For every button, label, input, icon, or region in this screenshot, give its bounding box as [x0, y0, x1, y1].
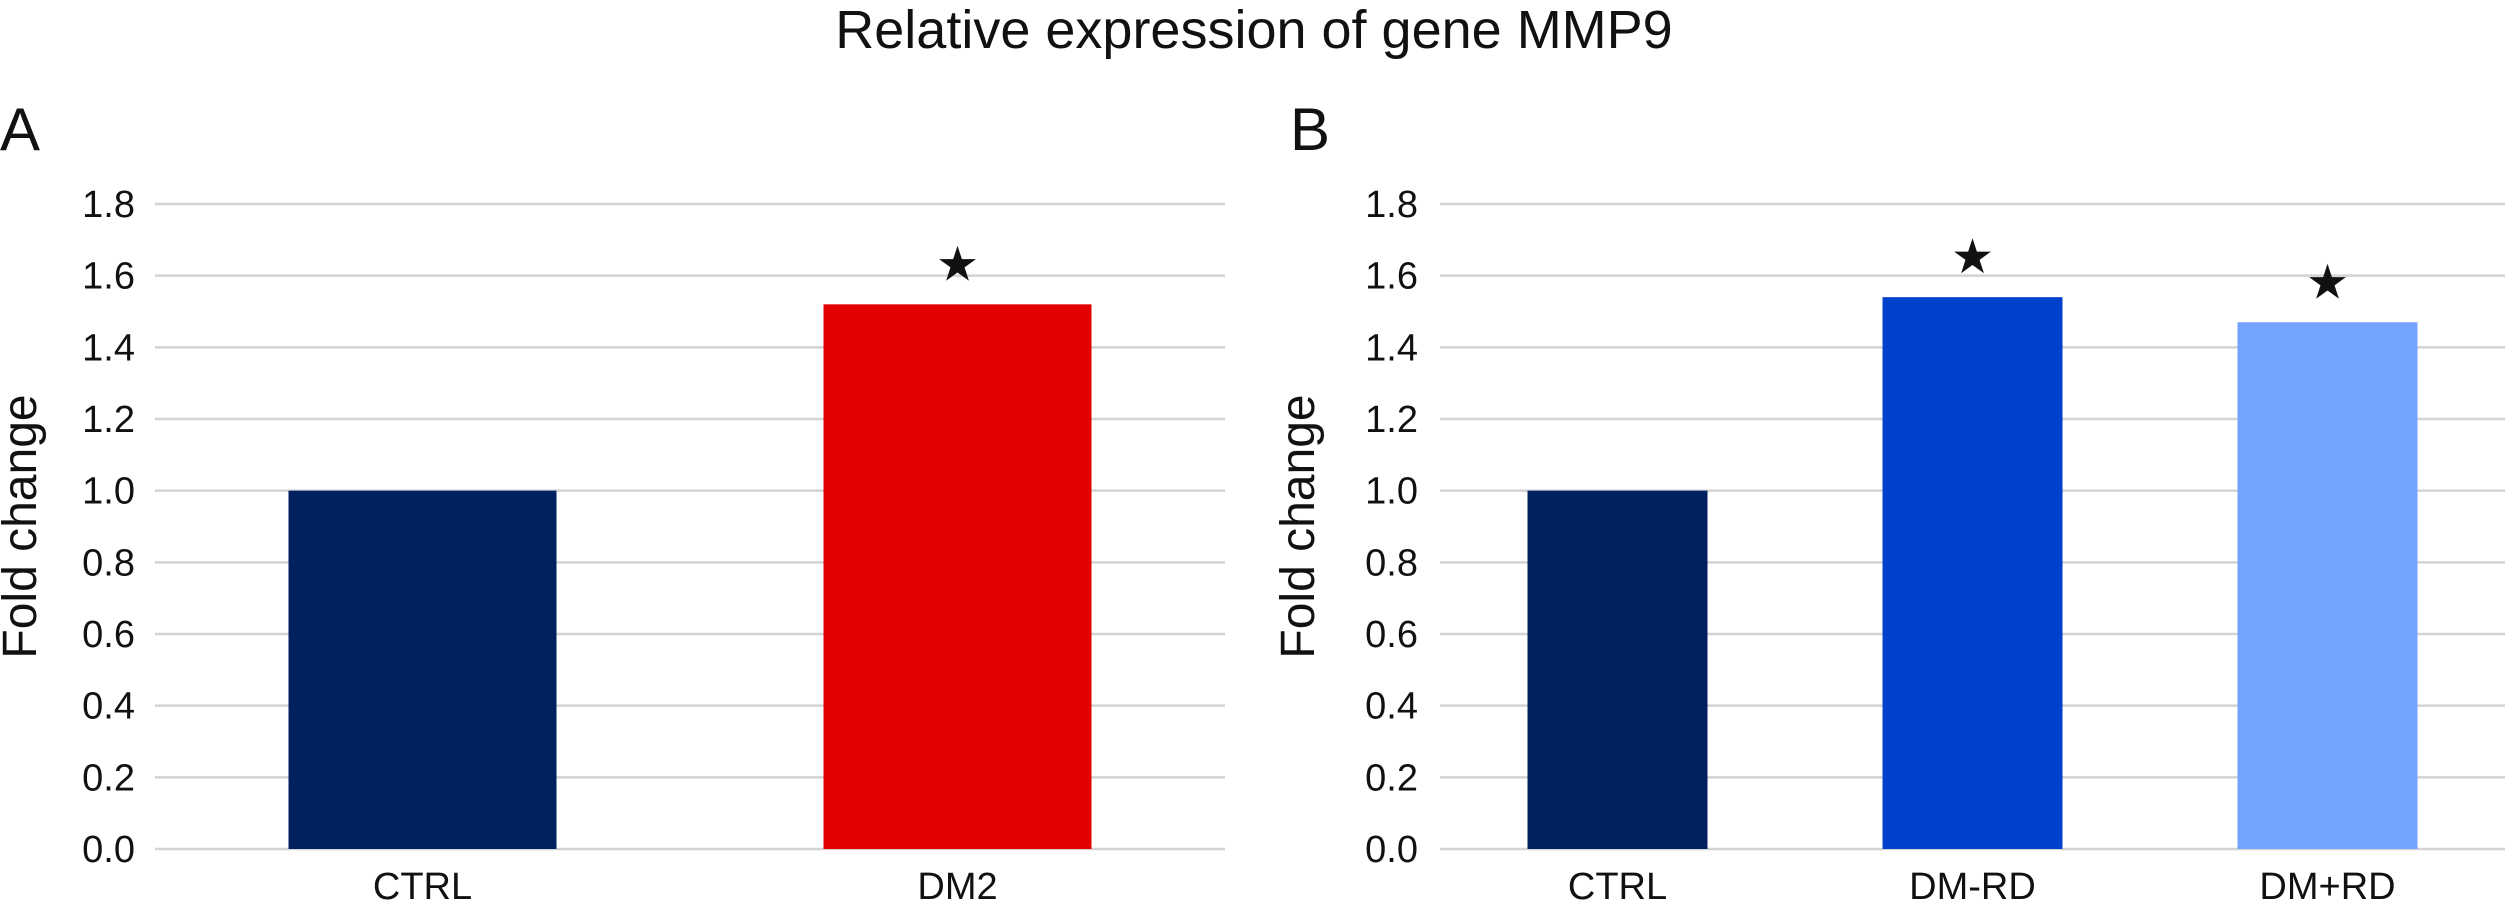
y-tick-label: 0.2 — [82, 757, 135, 799]
figure-title: Relative expression of gene MMP9 — [835, 0, 1672, 60]
bar-ctrl — [288, 490, 557, 849]
significance-star: ★ — [2306, 256, 2349, 309]
y-tick-label: 0.0 — [1365, 829, 1418, 871]
y-tick-label: 1.4 — [82, 327, 135, 369]
x-category-label: DM2 — [917, 866, 997, 908]
bar-dm-rd — [1882, 297, 2063, 850]
y-tick-label: 0.2 — [1365, 757, 1418, 799]
y-tick-label: 1.8 — [82, 184, 135, 226]
y-tick-label: 1.0 — [1365, 471, 1418, 513]
x-category-label: CTRL — [373, 866, 472, 908]
x-category-label: DM-RD — [1909, 866, 2036, 908]
y-tick-label: 1.6 — [1365, 256, 1418, 298]
y-axis-label: Fold change — [1272, 394, 1325, 658]
y-tick-label: 1.8 — [1365, 184, 1418, 226]
bar-dm-rd — [2237, 322, 2418, 849]
panel-b: B Fold change 0.0 0.2 0.4 0.6 0.8 1.0 1.2 1.4 1.6 1… — [1272, 96, 2505, 908]
y-tick-label: 1.2 — [82, 399, 135, 441]
y-tick-label: 1.6 — [82, 256, 135, 298]
y-tick-label: 0.6 — [82, 614, 135, 656]
y-tick-label: 0.0 — [82, 829, 135, 871]
y-tick-label: 0.6 — [1365, 614, 1418, 656]
y-axis-label: Fold change — [0, 394, 47, 658]
y-tick-label: 0.4 — [82, 686, 135, 728]
y-tick-label: 0.4 — [1365, 686, 1418, 728]
y-tick-label: 0.8 — [82, 542, 135, 584]
y-tick-label: 1.2 — [1365, 399, 1418, 441]
significance-star: ★ — [1951, 231, 1994, 284]
x-category-label: DM+RD — [2259, 866, 2395, 908]
panel-letter: B — [1290, 96, 1330, 163]
y-tick-label: 1.0 — [82, 471, 135, 513]
bar-ctrl — [1527, 490, 1708, 849]
y-tick-label: 0.8 — [1365, 542, 1418, 584]
panel-a: A Fold change 0.0 0.2 0.4 0.6 0.8 1.0 1.2 1.4 1.6 1… — [0, 96, 1225, 908]
x-category-label: CTRL — [1568, 866, 1667, 908]
bar-dm2 — [823, 304, 1092, 849]
panel-letter: A — [0, 96, 40, 163]
y-tick-label: 1.4 — [1365, 327, 1418, 369]
significance-star: ★ — [936, 238, 979, 291]
